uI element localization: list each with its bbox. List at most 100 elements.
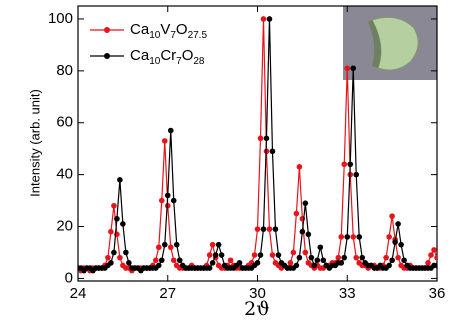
data-point [111, 249, 117, 256]
data-point [350, 65, 357, 72]
data-point [305, 231, 312, 238]
series [78, 16, 437, 274]
data-point [263, 135, 270, 142]
data-point [126, 260, 132, 266]
data-point [299, 228, 306, 235]
data-point [302, 200, 309, 206]
data-point [347, 161, 354, 168]
y-tick-label: 40 [56, 166, 73, 183]
data-point [353, 171, 360, 178]
y-tick-label: 20 [56, 217, 73, 234]
data-point [105, 254, 111, 261]
data-point [266, 16, 273, 22]
data-point [296, 164, 303, 170]
data-point [111, 202, 117, 209]
y-tick-label: 0 [65, 269, 73, 286]
data-point [257, 252, 264, 258]
data-point [117, 254, 123, 261]
data-point [386, 234, 392, 240]
data-point [164, 192, 171, 199]
data-point [398, 241, 404, 248]
data-point [293, 210, 300, 217]
data-point [314, 257, 321, 264]
data-point [158, 197, 165, 204]
data-point [254, 226, 261, 232]
data-point [123, 249, 129, 256]
data-point [434, 254, 437, 261]
data-point [170, 257, 177, 264]
data-point [117, 177, 123, 183]
inset-photo [343, 6, 437, 80]
data-point [383, 254, 389, 261]
data-point [108, 228, 114, 235]
data-point [269, 148, 276, 155]
data-point [173, 241, 180, 248]
data-point [359, 254, 366, 261]
x-tick-label: 36 [429, 285, 446, 302]
data-point [395, 254, 401, 261]
data-point [353, 254, 360, 261]
y-tick-label: 60 [56, 114, 73, 131]
data-point [236, 260, 243, 266]
data-point [389, 213, 395, 219]
data-point [152, 257, 159, 264]
data-point [167, 244, 174, 251]
x-axis-label: 2ϑ [244, 298, 270, 320]
data-point [386, 262, 392, 269]
data-point [389, 257, 395, 264]
data-point [308, 254, 315, 261]
legend-label: Ca10V7O27.5 [130, 21, 207, 41]
data-point [428, 252, 434, 258]
y-tick-label: 80 [56, 62, 73, 79]
data-point [108, 260, 114, 266]
legend-marker [104, 27, 110, 33]
data-point [257, 135, 264, 142]
data-point [287, 260, 294, 266]
data-point [212, 252, 219, 258]
legend-label: Ca10Cr7O28 [130, 47, 205, 67]
data-point [161, 241, 168, 248]
data-point [434, 262, 437, 269]
data-point [254, 260, 261, 266]
data-point [176, 257, 183, 264]
data-point [293, 262, 300, 269]
data-point [272, 226, 279, 232]
x-tick-label: 33 [339, 285, 356, 302]
data-point [120, 221, 126, 227]
data-point [311, 262, 318, 269]
data-point [425, 260, 431, 266]
data-point [167, 127, 174, 134]
data-point [275, 252, 282, 258]
data-point [218, 252, 225, 258]
photo-sample-edge [368, 20, 381, 68]
data-point [227, 257, 234, 264]
data-point [215, 241, 222, 248]
data-point [260, 226, 267, 232]
data-point [344, 65, 351, 72]
data-point [161, 138, 168, 144]
data-point [164, 202, 171, 209]
x-tick-label: 30 [249, 285, 266, 302]
data-point [344, 234, 351, 240]
data-point [395, 221, 401, 227]
data-point [350, 234, 357, 240]
data-point [209, 260, 216, 266]
data-point [317, 244, 324, 251]
data-point [302, 249, 309, 256]
data-point [290, 249, 297, 256]
data-point [155, 262, 162, 269]
data-point [392, 239, 398, 245]
data-point [431, 247, 437, 253]
data-point [341, 161, 348, 168]
data-point [114, 215, 120, 222]
legend-marker [104, 53, 110, 59]
data-point [356, 234, 363, 240]
data-point [209, 241, 216, 248]
data-point [296, 254, 303, 261]
x-tick-label: 27 [159, 285, 176, 302]
data-point [269, 252, 276, 258]
x-tick-label: 24 [70, 285, 87, 302]
data-point [335, 254, 342, 261]
y-axis-label: Intensity (arb. unit) [27, 89, 42, 197]
data-point [401, 257, 407, 264]
